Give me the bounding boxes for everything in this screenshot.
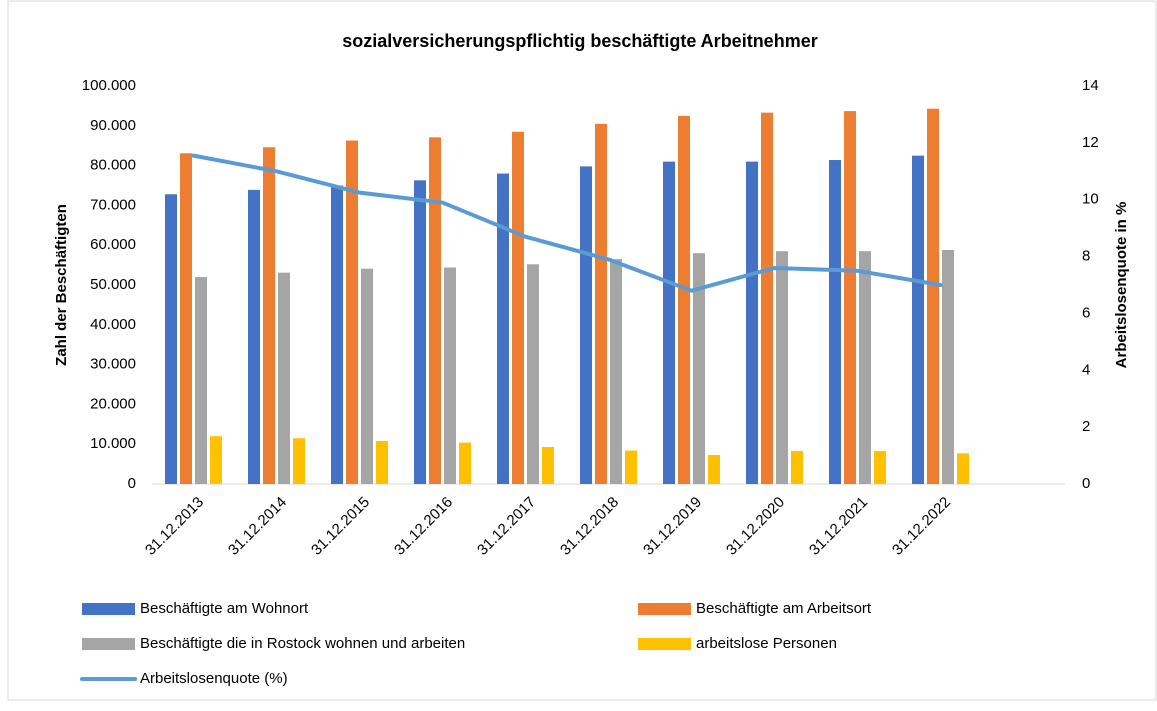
bar xyxy=(927,108,939,484)
bar xyxy=(663,161,675,484)
bar xyxy=(761,112,773,484)
bar xyxy=(195,277,207,484)
bar xyxy=(527,264,539,484)
bar xyxy=(912,155,924,484)
bar xyxy=(180,153,192,484)
bar xyxy=(957,453,969,484)
bar xyxy=(791,450,803,484)
bar xyxy=(844,111,856,484)
line xyxy=(191,153,943,293)
bar xyxy=(542,446,554,484)
bar xyxy=(331,185,343,484)
legend-swatch xyxy=(638,638,691,650)
y-tick-label: 50.000 xyxy=(90,276,136,293)
bar xyxy=(678,115,690,484)
y-tick-label: 20.000 xyxy=(90,395,136,412)
y-tick-label: 30.000 xyxy=(90,356,136,373)
bar xyxy=(859,251,871,484)
bar xyxy=(693,253,705,484)
legend-swatch xyxy=(82,638,135,650)
y-tick-label: 0 xyxy=(128,475,136,492)
y2-tick-label: 4 xyxy=(1082,361,1090,378)
y-tick-label: 40.000 xyxy=(90,316,136,333)
bar xyxy=(497,173,509,484)
bar xyxy=(829,160,841,484)
y2-tick-label: 0 xyxy=(1082,475,1090,492)
bar xyxy=(746,161,758,484)
y-tick-label: 80.000 xyxy=(90,157,136,174)
y2-tick-label: 2 xyxy=(1082,418,1090,435)
bar xyxy=(874,450,886,484)
legend-label: Arbeitslosenquote (%) xyxy=(140,670,288,687)
chart-title: sozialversicherungspflichtig beschäftigt… xyxy=(342,31,817,51)
bar xyxy=(278,272,290,484)
bar xyxy=(293,438,305,484)
legend-label: Beschäftigte am Wohnort xyxy=(140,600,309,617)
legend-label: arbeitslose Personen xyxy=(696,635,837,652)
bar xyxy=(512,131,524,484)
bar xyxy=(708,454,720,484)
bar xyxy=(429,137,441,485)
bar xyxy=(248,189,260,485)
bar xyxy=(459,442,471,484)
y2-axis-label: Arbeitslosenquote in % xyxy=(1113,202,1130,369)
bar xyxy=(263,147,275,485)
y-tick-label: 60.000 xyxy=(90,236,136,253)
bar xyxy=(376,441,388,484)
y2-tick-label: 12 xyxy=(1082,134,1099,151)
bar xyxy=(210,436,222,484)
y-axis-label: Zahl der Beschäftigten xyxy=(53,204,70,366)
y2-tick-label: 14 xyxy=(1082,77,1099,94)
bar xyxy=(610,259,622,484)
y2-tick-label: 10 xyxy=(1082,191,1099,208)
bar xyxy=(942,249,954,484)
bar xyxy=(444,267,456,484)
y-tick-label: 70.000 xyxy=(90,196,136,213)
bar xyxy=(361,268,373,484)
y-tick-label: 100.000 xyxy=(82,77,136,94)
bar xyxy=(625,450,637,484)
legend-swatch xyxy=(82,603,135,615)
bar xyxy=(776,251,788,484)
y-tick-label: 10.000 xyxy=(90,435,136,452)
legend-swatch xyxy=(638,603,691,615)
bar xyxy=(346,140,358,484)
bar xyxy=(165,194,177,485)
bar xyxy=(414,180,426,485)
bar xyxy=(580,166,592,484)
bar xyxy=(595,123,607,484)
y2-tick-label: 8 xyxy=(1082,248,1090,265)
y2-tick-label: 6 xyxy=(1082,304,1090,321)
y-tick-label: 90.000 xyxy=(90,117,136,134)
legend-label: Beschäftigte am Arbeitsort xyxy=(696,600,872,617)
legend-label: Beschäftigte die in Rostock wohnen und a… xyxy=(140,635,465,652)
